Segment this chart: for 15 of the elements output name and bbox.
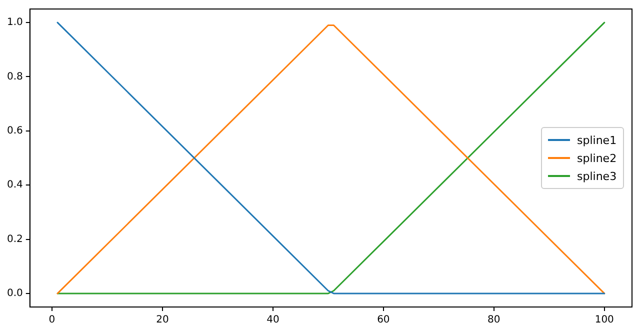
legend-label: spline1 (577, 134, 617, 146)
x-tick-label: 20 (156, 314, 169, 326)
x-tick-label: 0 (48, 314, 56, 326)
x-tick-label: 100 (594, 314, 614, 326)
y-tick-label: 0.8 (6, 71, 23, 82)
y-tick-label: 0.4 (6, 180, 23, 191)
x-tick-label: 80 (488, 314, 500, 326)
y-tick-label: 0.2 (6, 234, 23, 245)
legend-label: spline2 (577, 152, 617, 164)
y-tick-label: 0.0 (6, 288, 23, 300)
x-tick-label: 40 (266, 314, 280, 326)
y-tick-label: 1.0 (6, 17, 23, 28)
legend-label: spline3 (577, 170, 617, 182)
y-tick-label: 0.6 (6, 126, 23, 137)
x-tick-label: 60 (377, 314, 390, 326)
